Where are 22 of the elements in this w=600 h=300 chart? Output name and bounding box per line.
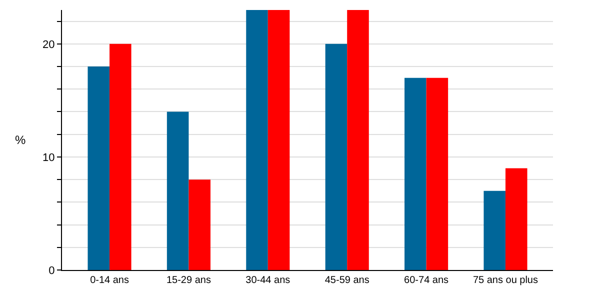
bar [484, 190, 506, 270]
bar [404, 78, 426, 270]
bar [246, 10, 268, 270]
bar [166, 112, 189, 270]
y-tick-label: 10 [42, 152, 55, 164]
bar [325, 44, 348, 270]
bar [188, 180, 210, 270]
bar [268, 10, 290, 270]
x-tick-label: 45-59 ans [324, 275, 370, 286]
x-tick-label: 15-29 ans [166, 275, 211, 286]
x-tick-label: 0-14 ans [90, 275, 129, 286]
x-tick-label: 30-44 ans [246, 275, 290, 286]
bar [505, 168, 528, 270]
x-tick-label: 60-74 ans [404, 275, 449, 286]
bar [426, 78, 448, 270]
y-tick-label: 20 [42, 38, 55, 51]
bar [88, 66, 110, 270]
bar [110, 44, 132, 270]
y-tick-label: 0 [48, 264, 55, 277]
x-tick-label: 75 ans ou plus [472, 275, 538, 286]
y-axis-title: % [15, 133, 26, 147]
bar [347, 10, 369, 270]
